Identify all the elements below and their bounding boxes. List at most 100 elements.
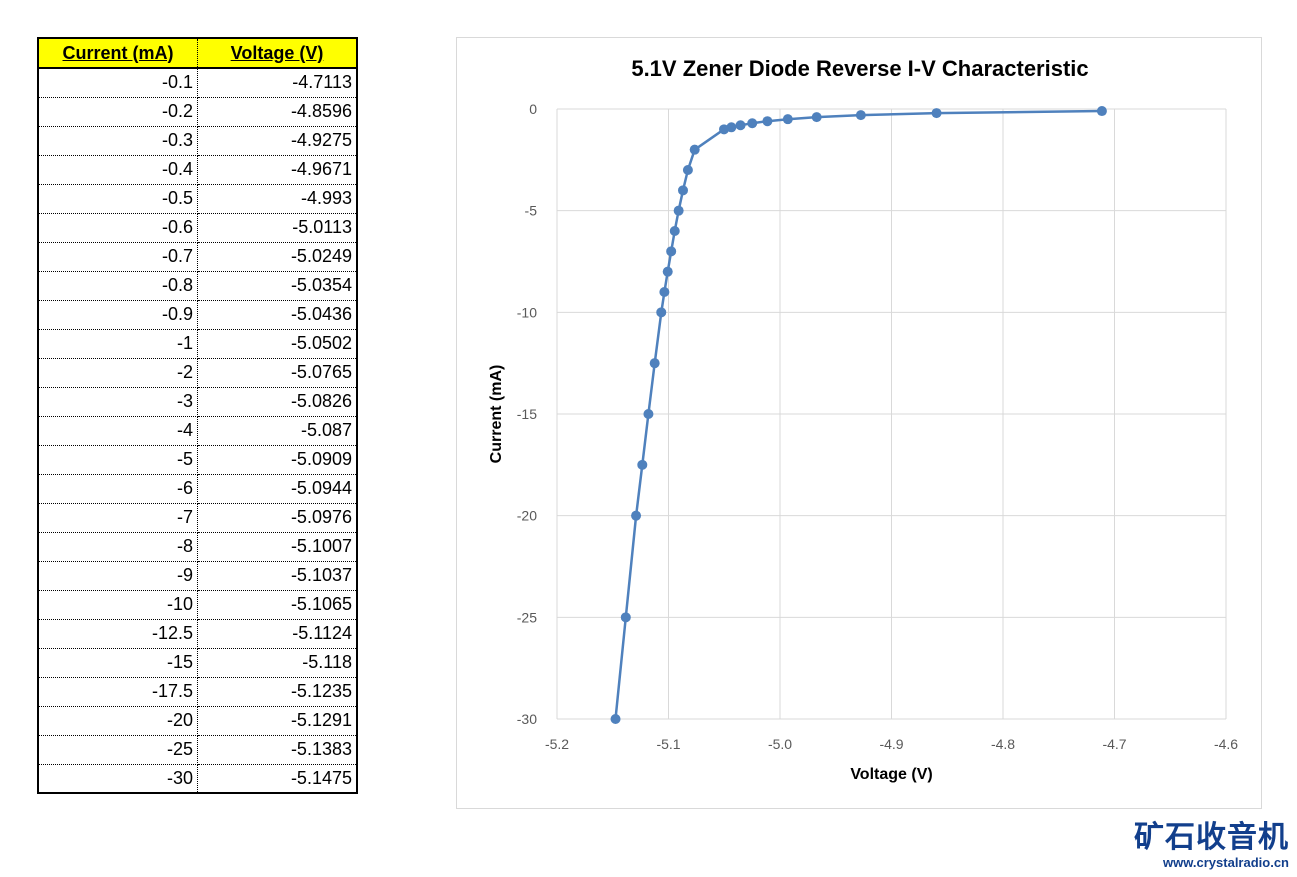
- voltage-cell: -5.0909: [197, 445, 357, 475]
- voltage-cell: -5.1291: [197, 706, 357, 736]
- x-tick-label: -5.2: [545, 736, 569, 752]
- x-tick-label: -4.8: [991, 736, 1015, 752]
- voltage-cell: -5.087: [197, 416, 357, 446]
- data-point: [747, 118, 758, 129]
- table-row: -7 -5.0976: [38, 503, 357, 533]
- table-row: -6 -5.0944: [38, 474, 357, 504]
- current-cell: -9: [38, 561, 198, 591]
- voltage-cell: -5.1037: [197, 561, 357, 591]
- voltage-cell: -5.0436: [197, 300, 357, 330]
- site-logo: 矿石收音机 www.crystalradio.cn: [1134, 821, 1289, 871]
- current-cell: -0.5: [38, 184, 198, 214]
- table-row: -0.7 -5.0249: [38, 242, 357, 272]
- current-cell: -0.7: [38, 242, 198, 272]
- current-cell: -10: [38, 590, 198, 620]
- y-tick-label: -5: [525, 203, 538, 219]
- table-row: -0.5 -4.993: [38, 184, 357, 214]
- data-point: [656, 307, 667, 318]
- y-tick-label: -25: [517, 609, 537, 625]
- voltage-column-header: Voltage (V): [197, 38, 357, 69]
- voltage-cell: -5.1235: [197, 677, 357, 707]
- current-cell: -0.4: [38, 155, 198, 185]
- logo-text: 矿石收音机: [1134, 820, 1289, 855]
- data-point: [689, 144, 700, 155]
- voltage-cell: -5.1065: [197, 590, 357, 620]
- data-point: [620, 612, 631, 623]
- table-header-row: Current (mA) Voltage (V): [38, 38, 357, 69]
- voltage-cell: -5.118: [197, 648, 357, 678]
- table-row: -9 -5.1037: [38, 561, 357, 591]
- data-point: [649, 358, 660, 369]
- current-cell: -0.3: [38, 126, 198, 156]
- current-cell: -17.5: [38, 677, 198, 707]
- chart-panel: 0 -5 -10 -15 -20 -25 -30 -5.2 -5.1 -5.0 -4.9 -4.8 -4…: [456, 37, 1262, 809]
- current-cell: -20: [38, 706, 198, 736]
- data-point: [637, 459, 648, 470]
- current-cell: -0.9: [38, 300, 198, 330]
- y-tick-label: -15: [517, 406, 537, 422]
- table-row: -0.6 -5.0113: [38, 213, 357, 243]
- voltage-cell: -5.1007: [197, 532, 357, 562]
- voltage-cell: -5.0113: [197, 213, 357, 243]
- table-row: -17.5 -5.1235: [38, 677, 357, 707]
- x-axis-label: Voltage (V): [850, 766, 932, 783]
- table-row: -3 -5.0826: [38, 387, 357, 417]
- table-body: -0.1 -4.7113 -0.2 -4.8596 -0.3 -4.9275 -0.4 -4.…: [38, 68, 357, 793]
- data-point: [669, 226, 680, 236]
- current-cell: -0.6: [38, 213, 198, 243]
- data-point: [719, 124, 730, 135]
- current-cell: -5: [38, 445, 198, 475]
- current-cell: -0.2: [38, 97, 198, 127]
- table-row: -20 -5.1291: [38, 706, 357, 736]
- table-row: -0.1 -4.7113: [38, 68, 357, 98]
- current-cell: -1: [38, 329, 198, 359]
- data-point: [666, 246, 677, 257]
- table-row: -5 -5.0909: [38, 445, 357, 475]
- x-tick-label: -5.1: [656, 736, 680, 752]
- table-row: -10 -5.1065: [38, 590, 357, 620]
- data-point: [677, 185, 688, 196]
- voltage-cell: -5.0826: [197, 387, 357, 417]
- data-point: [782, 114, 793, 125]
- data-point: [682, 165, 693, 175]
- table-row: -0.3 -4.9275: [38, 126, 357, 156]
- data-point: [662, 266, 673, 277]
- voltage-cell: -5.0944: [197, 474, 357, 504]
- voltage-cell: -4.7113: [197, 68, 357, 98]
- table-row: -12.5 -5.1124: [38, 619, 357, 649]
- voltage-cell: -5.0249: [197, 242, 357, 272]
- current-cell: -0.1: [38, 68, 198, 98]
- current-cell: -12.5: [38, 619, 198, 649]
- data-point: [631, 510, 642, 521]
- table-row: -0.9 -5.0436: [38, 300, 357, 330]
- table-row: -2 -5.0765: [38, 358, 357, 388]
- data-table: Current (mA) Voltage (V) -0.1 -4.7113 -0.2…: [37, 37, 358, 794]
- data-point: [1096, 106, 1107, 117]
- table-row: -30 -5.1475: [38, 764, 357, 793]
- data-point: [735, 120, 746, 131]
- data-point: [610, 714, 621, 724]
- data-point: [931, 108, 942, 119]
- y-tick-label: -20: [517, 508, 537, 524]
- logo-url: www.crystalradio.cn: [1163, 855, 1289, 870]
- data-point: [659, 287, 670, 297]
- voltage-cell: -4.9275: [197, 126, 357, 156]
- iv-chart: 0 -5 -10 -15 -20 -25 -30 -5.2 -5.1 -5.0 -4.9 -4.8 -4…: [488, 56, 1238, 783]
- data-point: [673, 205, 684, 216]
- y-tick-label: -30: [517, 711, 537, 727]
- chart-title: 5.1V Zener Diode Reverse I-V Characteris…: [631, 56, 1088, 81]
- table-row: -0.8 -5.0354: [38, 271, 357, 301]
- current-cell: -30: [38, 764, 198, 793]
- current-cell: -25: [38, 735, 198, 765]
- table-row: -0.4 -4.9671: [38, 155, 357, 185]
- table-row: -8 -5.1007: [38, 532, 357, 562]
- y-axis-label: Current (mA): [488, 365, 505, 464]
- current-cell: -7: [38, 503, 198, 533]
- y-tick-label: 0: [529, 101, 537, 117]
- table-row: -1 -5.0502: [38, 329, 357, 359]
- voltage-cell: -4.993: [197, 184, 357, 214]
- current-cell: -0.8: [38, 271, 198, 301]
- current-cell: -3: [38, 387, 198, 417]
- series-line: [614, 109, 1102, 720]
- current-cell: -2: [38, 358, 198, 388]
